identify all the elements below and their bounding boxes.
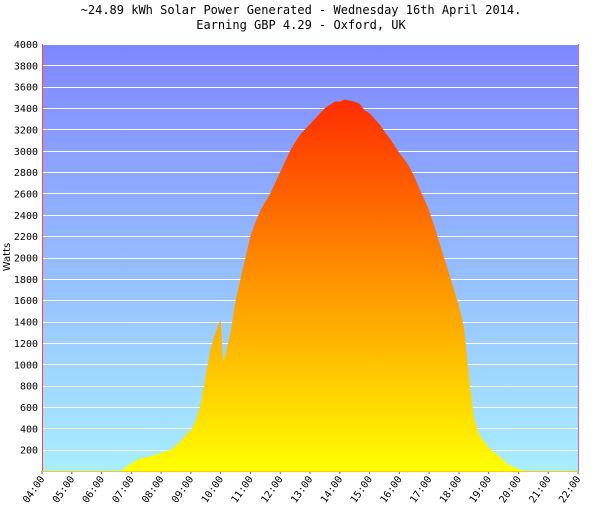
x-tick-label: 11:00 [230, 474, 256, 505]
y-tick-label: 200 [20, 446, 38, 457]
x-tick-label: 15:00 [349, 474, 375, 505]
x-tick-label: 10:00 [200, 474, 226, 505]
chart-title: ~24.89 kWh Solar Power Generated - Wedne… [81, 3, 522, 17]
x-tick-label: 14:00 [319, 474, 345, 505]
y-tick-label: 3200 [14, 125, 38, 136]
x-tick-label: 08:00 [140, 474, 166, 505]
x-tick-label: 07:00 [111, 474, 137, 505]
x-tick-label: 06:00 [81, 474, 107, 505]
x-tick-label: 12:00 [259, 474, 285, 505]
y-axis-label: Watts [2, 243, 13, 271]
x-tick-label: 09:00 [170, 474, 196, 505]
x-tick-label: 21:00 [527, 474, 553, 505]
x-tick-label: 04:00 [21, 474, 47, 505]
x-tick-label: 18:00 [438, 474, 464, 505]
x-axis-ticks: 04:00 05:00 06:00 07:00 08:00 09:00 10:00 11:00… [21, 471, 583, 505]
y-tick-label: 2800 [14, 168, 38, 179]
y-tick-label: 4000 [14, 40, 38, 51]
y-tick-label: 3000 [14, 147, 38, 158]
x-tick-label: 13:00 [289, 474, 315, 505]
x-tick-label: 16:00 [379, 474, 405, 505]
y-tick-label: 3600 [14, 83, 38, 94]
x-tick-label: 05:00 [51, 474, 77, 505]
y-tick-label: 1400 [14, 318, 38, 329]
x-tick-label: 19:00 [468, 474, 494, 505]
y-tick-label: 3400 [14, 104, 38, 115]
x-tick-label: 22:00 [557, 474, 583, 505]
y-tick-label: 800 [20, 382, 38, 393]
y-tick-label: 2000 [14, 254, 38, 265]
y-tick-label: 3800 [14, 61, 38, 72]
y-tick-label: 1000 [14, 360, 38, 371]
y-tick-label: 2600 [14, 189, 38, 200]
y-tick-label: 1800 [14, 275, 38, 286]
y-tick-label: 2200 [14, 232, 38, 243]
y-tick-label: 400 [20, 424, 38, 435]
chart-subtitle: Earning GBP 4.29 - Oxford, UK [196, 18, 406, 32]
y-tick-label: 1600 [14, 296, 38, 307]
x-tick-label: 20:00 [498, 474, 524, 505]
x-tick-label: 17:00 [408, 474, 434, 505]
y-axis-ticks: 200 400 600 800 1000 1200 1400 1600 1800 2000 2200… [14, 40, 38, 457]
y-tick-label: 1200 [14, 339, 38, 350]
power-area [121, 99, 524, 471]
y-tick-label: 2400 [14, 211, 38, 222]
y-tick-label: 600 [20, 403, 38, 414]
